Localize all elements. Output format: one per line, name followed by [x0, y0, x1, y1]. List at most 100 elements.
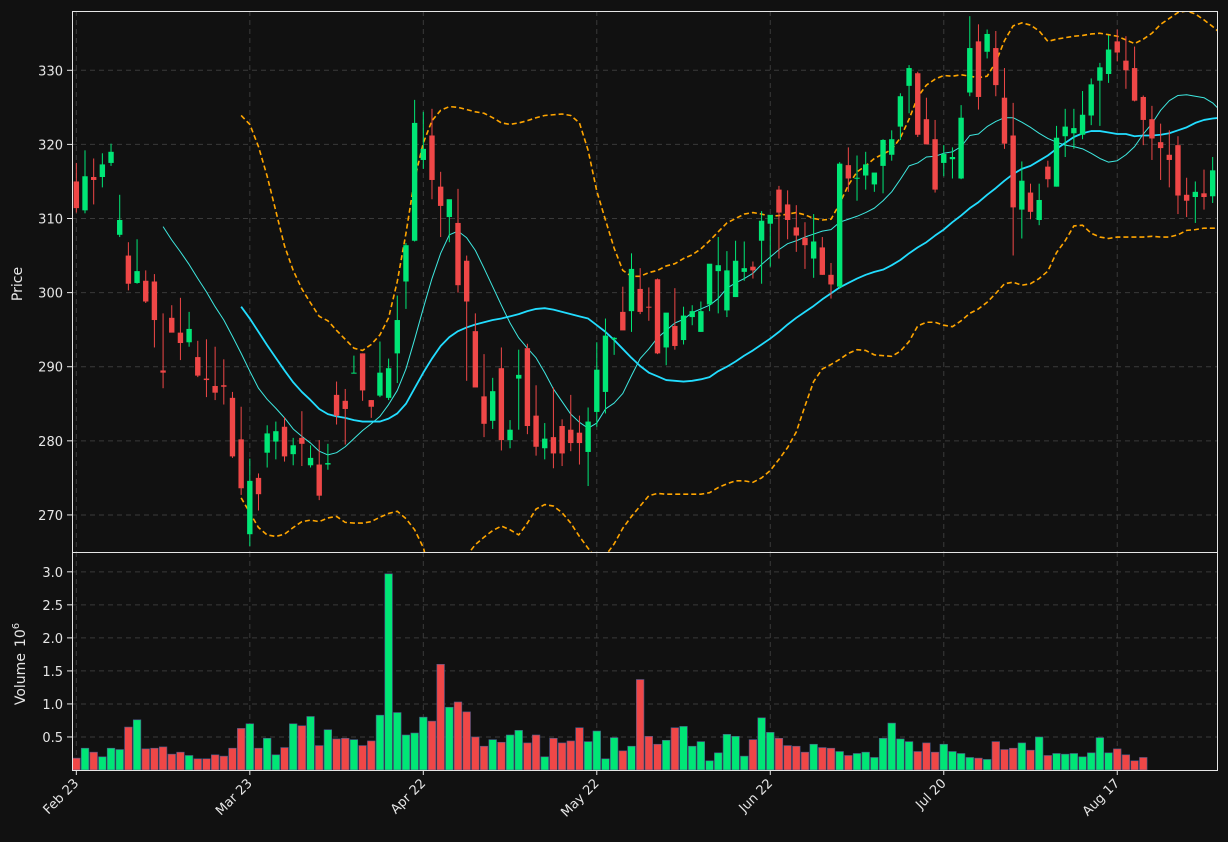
volume-bar — [132, 719, 142, 771]
candle-body — [1166, 154, 1172, 160]
candle-body — [455, 222, 461, 286]
candle-body — [836, 163, 843, 287]
volume-bar — [358, 745, 367, 771]
candle-body — [880, 139, 886, 166]
volume-bar — [89, 751, 98, 771]
candle-body — [810, 241, 817, 259]
volume-bar — [991, 741, 1000, 771]
candle-body — [602, 335, 609, 392]
candle-body — [481, 396, 487, 424]
candle-body — [559, 426, 565, 454]
candle-body — [125, 255, 132, 284]
volume-bar — [176, 751, 185, 771]
volume-bar — [636, 679, 645, 771]
candle-body — [802, 237, 808, 246]
volume-bar — [245, 723, 254, 771]
volume-tick-label: 0.5 — [42, 731, 63, 746]
candle-body — [368, 400, 374, 407]
price-tick-label: 270 — [38, 509, 63, 524]
price-tick-label: 280 — [38, 435, 63, 450]
volume-bar — [939, 743, 948, 771]
candle-body — [90, 177, 97, 180]
volume-bar — [1017, 742, 1026, 771]
price-tick-label: 330 — [38, 64, 63, 79]
volume-bar — [783, 745, 792, 771]
volume-bar — [965, 757, 974, 771]
candle-body — [437, 186, 444, 206]
candle-body — [715, 265, 721, 272]
candle-body — [923, 119, 930, 145]
volume-axis-label: Volume106 — [11, 623, 29, 705]
volume-bar — [115, 749, 124, 771]
candle-body — [264, 433, 270, 453]
volume-bar — [1061, 753, 1070, 771]
candle-body — [533, 415, 539, 447]
candle-body — [967, 48, 973, 93]
volume-bar — [445, 706, 454, 771]
volume-bar — [106, 747, 116, 771]
candle-body — [975, 41, 982, 97]
volume-bar — [549, 737, 558, 771]
volume-bar — [896, 738, 905, 771]
candle-body — [290, 445, 296, 455]
volume-bar — [297, 725, 306, 771]
candle-body — [698, 311, 704, 332]
candle-body — [403, 245, 409, 282]
candle-body — [151, 281, 158, 321]
volume-bar — [427, 720, 437, 771]
volume-bar — [1095, 737, 1105, 771]
volume-bar — [748, 739, 758, 771]
volume-bar — [323, 729, 333, 771]
candle-body — [628, 268, 635, 312]
volume-tick-label: 2.5 — [42, 599, 63, 614]
candle-body — [646, 306, 652, 308]
candle-body — [108, 151, 114, 163]
volume-bar — [349, 739, 359, 771]
candle-body — [741, 268, 747, 272]
candle-body — [229, 397, 236, 457]
candle-body — [611, 337, 617, 340]
volume-bar — [948, 751, 957, 771]
candle-body — [385, 368, 392, 398]
candle-body — [429, 135, 435, 180]
volume-tick-label: 3.0 — [42, 566, 63, 581]
candle-body — [82, 176, 88, 211]
volume-bar — [592, 730, 601, 771]
volume-bar — [124, 726, 133, 771]
volume-bar — [98, 756, 107, 771]
volume-bar — [1035, 736, 1044, 771]
volume-bar — [531, 734, 541, 771]
candle-body — [767, 214, 773, 224]
candle-body — [333, 394, 340, 416]
volume-bar — [158, 746, 168, 771]
volume-bar — [1069, 753, 1078, 771]
candle-body — [828, 274, 834, 285]
volume-bar — [1130, 760, 1139, 771]
volume-bar — [974, 757, 983, 771]
volume-bar — [1078, 756, 1087, 771]
candle-body — [819, 247, 826, 275]
volume-bar — [956, 753, 966, 771]
volume-bar — [1009, 747, 1018, 771]
volume-bar — [922, 742, 931, 771]
candle-body — [689, 311, 695, 318]
volume-bar — [219, 755, 228, 771]
volume-bar — [774, 737, 784, 771]
volume-bar — [696, 741, 705, 771]
volume-bar — [410, 732, 419, 771]
volume-bar — [670, 727, 679, 771]
candle-body — [958, 117, 964, 179]
volume-bar — [722, 734, 732, 771]
candle-body — [576, 432, 583, 444]
volume-bar — [167, 753, 176, 771]
candle-body — [1071, 128, 1077, 134]
volume-bar — [514, 730, 523, 771]
volume-bar — [679, 726, 688, 771]
volume-bar — [315, 745, 324, 771]
candle-body — [1027, 192, 1034, 212]
moving-average-slow-line — [240, 117, 1217, 423]
volume-tick-label: 2.0 — [42, 632, 63, 647]
candle-body — [420, 148, 426, 160]
candle-body — [247, 480, 253, 535]
